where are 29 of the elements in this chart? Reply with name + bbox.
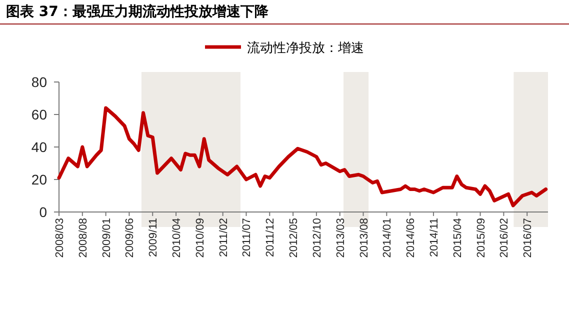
x-tick-label: 2012/10 xyxy=(311,218,324,258)
x-tick-label: 2010/04 xyxy=(171,218,184,258)
x-tick-label: 2013/08 xyxy=(358,218,370,258)
x-tick-label: 2011/02 xyxy=(218,218,230,257)
y-tick-label: 60 xyxy=(31,106,48,122)
x-tick-label: 2009/01 xyxy=(100,218,113,258)
legend-label: 流动性净投放：增速 xyxy=(247,40,364,56)
x-tick-label: 2016/02 xyxy=(498,218,511,258)
y-tick-label: 0 xyxy=(39,204,48,220)
x-tick-label: 2016/07 xyxy=(522,218,534,258)
x-tick-label: 2008/03 xyxy=(54,218,66,258)
y-tick-label: 20 xyxy=(31,172,48,188)
x-tick-label: 2014/01 xyxy=(382,218,394,258)
x-tick-label: 2010/09 xyxy=(194,218,206,258)
x-tick-label: 2015/09 xyxy=(475,218,488,258)
y-tick-label: 80 xyxy=(31,74,48,90)
chart-title: 图表 37：最强压力期流动性投放增速下降 xyxy=(6,3,270,20)
x-tick-label: 2011/07 xyxy=(241,218,254,257)
x-tick-label: 2008/08 xyxy=(77,218,90,258)
y-tick-label: 40 xyxy=(31,139,48,155)
x-tick-label: 2014/11 xyxy=(428,218,440,257)
x-tick-label: 2014/06 xyxy=(405,218,418,258)
line-series xyxy=(57,106,548,208)
x-tick-label: 2013/03 xyxy=(334,218,347,258)
x-tick-label: 2012/05 xyxy=(288,218,300,258)
x-tick-label: 2015/04 xyxy=(452,218,464,258)
x-tick-label: 2009/06 xyxy=(124,218,136,258)
x-tick-label: 2009/11 xyxy=(148,218,160,257)
x-tick-label: 2011/12 xyxy=(264,218,277,257)
